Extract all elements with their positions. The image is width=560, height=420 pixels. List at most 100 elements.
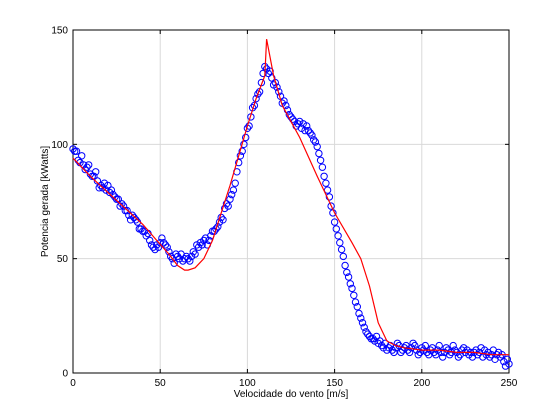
scatter-point	[273, 83, 281, 91]
scatter-point	[353, 303, 361, 311]
scatter-point	[104, 181, 112, 190]
scatter-point	[72, 147, 81, 155]
x-axis-label: Velocidade do vento [m/s]	[234, 389, 349, 400]
scatter-point	[228, 190, 236, 199]
scatter-point	[313, 142, 321, 151]
scatter-point	[421, 341, 429, 350]
scatter-point	[306, 129, 314, 137]
scatter-point	[170, 259, 178, 267]
scatter-point	[78, 152, 86, 160]
scatter-point	[294, 120, 302, 128]
scatter-point	[332, 225, 340, 233]
scatter-point	[252, 94, 260, 103]
scatter-point	[316, 156, 325, 165]
scatter-point	[198, 241, 206, 249]
scatter-point	[172, 250, 180, 258]
scatter-point	[303, 122, 311, 130]
x-tick-label: 0	[70, 378, 76, 389]
scatter-point	[240, 140, 248, 149]
scatter-point	[364, 330, 372, 338]
scatter-point	[226, 195, 234, 203]
scatter-point	[409, 339, 417, 347]
scatter-point	[397, 348, 405, 357]
scatter-point	[142, 232, 150, 240]
scatter-point	[343, 268, 351, 277]
scatter-point	[334, 232, 342, 240]
scatter-point	[107, 186, 116, 194]
scatter-point	[327, 202, 335, 210]
scatter-point	[357, 314, 365, 322]
scatter-point	[362, 328, 370, 336]
scatter-point	[92, 168, 100, 176]
scatter-point	[287, 113, 295, 121]
scatter-point	[238, 147, 246, 155]
scatter-point	[147, 241, 156, 249]
fit-line	[72, 38, 509, 356]
scatter-point	[132, 216, 140, 224]
axis-ticks: 0 50 100 150 200 250 0 50 100 150	[51, 26, 517, 390]
scatter-point	[119, 202, 128, 210]
scatter-point	[189, 248, 198, 256]
scatter-point	[186, 257, 194, 265]
scatter-point	[344, 273, 353, 281]
scatter-point	[435, 341, 443, 350]
y-tick-label: 150	[51, 26, 68, 37]
scatter-point	[308, 131, 316, 139]
scatter-point	[358, 319, 367, 327]
y-tick-label: 100	[51, 140, 68, 151]
scatter-point	[437, 348, 445, 357]
grid-lines	[72, 29, 510, 374]
scatter-point	[160, 239, 168, 247]
scatter-point	[337, 245, 346, 254]
scatter-point	[158, 234, 166, 242]
scatter-point	[383, 346, 391, 354]
x-tick-label: 50	[155, 378, 167, 389]
scatter-point	[231, 179, 239, 187]
scatter-point	[322, 179, 330, 187]
scatter-point	[348, 284, 356, 293]
scatter-point	[146, 236, 154, 245]
scatter-point	[503, 355, 511, 363]
line-series	[72, 38, 509, 356]
scatter-point	[339, 252, 347, 261]
scatter-point	[224, 202, 232, 210]
scatter-point	[311, 138, 320, 146]
scatter-point	[128, 211, 137, 219]
scatter-point	[268, 74, 276, 82]
scatter-point	[154, 243, 163, 251]
scatter-point	[245, 122, 253, 130]
scatter-point	[320, 172, 328, 181]
scatter-point	[85, 161, 93, 169]
scatter-point	[355, 309, 363, 318]
y-tick-label: 0	[62, 369, 68, 380]
scatter-point	[254, 90, 262, 98]
scatter-point	[414, 351, 422, 359]
scatter-point	[346, 280, 354, 288]
scatter-point	[390, 348, 398, 357]
scatter-point	[451, 346, 459, 354]
x-tick-label: 150	[326, 378, 343, 389]
scatter-point	[200, 236, 208, 245]
scatter-point	[304, 126, 313, 135]
scatter-point	[439, 353, 447, 361]
scatter-series	[69, 62, 513, 370]
scatter-point	[315, 149, 323, 158]
y-axis-label: Potencia gerada [kWatts]	[40, 146, 51, 258]
scatter-point	[161, 241, 170, 249]
x-tick-label: 250	[501, 378, 518, 389]
plot-frame	[72, 29, 510, 374]
scatter-point	[235, 158, 243, 167]
scatter-point	[222, 200, 231, 208]
x-tick-label: 100	[239, 378, 256, 389]
scatter-point	[341, 261, 349, 270]
scatter-point	[318, 163, 327, 171]
scatter-point	[336, 239, 344, 247]
scatter-point	[93, 177, 102, 185]
scatter-point	[212, 225, 220, 233]
scatter-point	[351, 298, 360, 306]
scatter-point	[310, 136, 318, 144]
scatter-point	[229, 186, 238, 194]
scatter-point	[325, 193, 334, 201]
